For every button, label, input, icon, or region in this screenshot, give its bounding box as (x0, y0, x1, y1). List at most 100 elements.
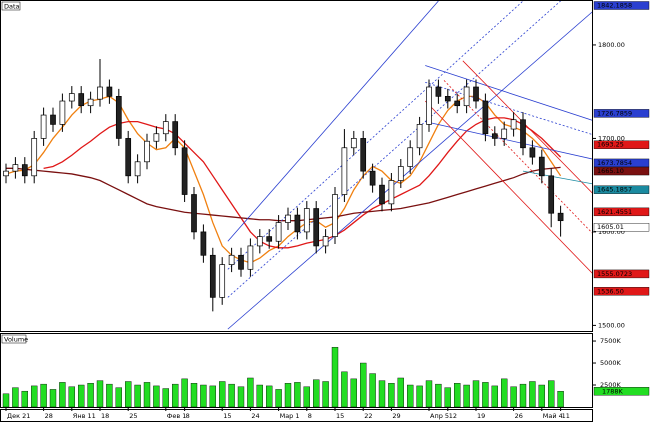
candle-body (416, 124, 423, 149)
candle-body (153, 133, 160, 142)
price-panel (0, 0, 593, 332)
candle-body (78, 93, 85, 107)
x-tick-label: 26 (515, 412, 523, 420)
x-tick-label: Май 4 (543, 412, 563, 420)
candle-body (303, 208, 310, 233)
candle-body (369, 170, 376, 186)
moving-average (6, 166, 561, 222)
candle-body (200, 231, 207, 256)
candle-body (266, 236, 273, 242)
volume-bar (31, 385, 38, 408)
price-label: 1645.1857 (597, 186, 632, 194)
volume-bar (106, 383, 113, 408)
price-label: 1555.0723 (597, 270, 632, 278)
x-tick-label: Апр 5 (430, 412, 449, 420)
volume-bar (538, 384, 545, 408)
volume-bar (266, 385, 273, 408)
candle-body (444, 96, 451, 102)
volume-bar (529, 381, 536, 408)
x-tick-label: Янв 11 (73, 412, 96, 420)
price-label-box (593, 109, 650, 118)
moving-average (43, 117, 562, 249)
candle-body (31, 138, 38, 177)
price-label: 1842.1858 (597, 2, 632, 10)
volume-bar (12, 387, 19, 408)
candle-body (191, 194, 197, 233)
volume-bar (21, 390, 28, 408)
candle-body (115, 96, 122, 139)
volume-bar (294, 382, 301, 408)
price-label: 1621.4551 (597, 208, 632, 216)
x-tick-label: Дек 21 (7, 412, 30, 420)
price-plot (3, 1, 592, 330)
candle-body (12, 164, 19, 172)
volume-bar (2, 393, 10, 408)
chart-title: Data (4, 3, 20, 11)
volume-bar (59, 382, 66, 408)
volume-label-box (593, 387, 650, 396)
x-tick-label: 22 (364, 412, 372, 420)
candle-body (3, 170, 9, 177)
date-axis (0, 409, 593, 422)
candle-body (463, 86, 470, 107)
y-tick-label: 1600.00 (598, 228, 625, 236)
candle-body (473, 86, 479, 102)
volume-bar (143, 382, 151, 408)
y-tick-label: 2500K (600, 381, 622, 389)
y-tick-label: 1700.00 (598, 134, 625, 142)
price-label-box (593, 223, 650, 232)
volume-bar (134, 384, 141, 408)
x-tick-label: 18 (101, 412, 109, 420)
volume-bar (519, 383, 527, 408)
candle-body (388, 180, 395, 205)
x-tick-label: 24 (251, 412, 259, 420)
candle-body (510, 119, 517, 130)
y-tick-label: 1500.00 (598, 321, 625, 329)
candle-body (59, 100, 66, 125)
candle-body (520, 119, 526, 149)
volume-bar (341, 371, 348, 408)
x-tick-label: 25 (129, 412, 137, 420)
candle-body (40, 114, 47, 139)
volume-bar (510, 386, 517, 408)
candle-body (557, 212, 564, 222)
candle-body (106, 86, 113, 97)
candle-body (435, 86, 442, 97)
volume-title-box (1, 334, 27, 344)
price-label: 1536.50 (597, 287, 624, 295)
candle-body (238, 254, 244, 270)
volume-bar (360, 362, 367, 408)
candle-body (379, 184, 385, 205)
trendline (425, 121, 592, 160)
price-label: 1726.7859 (597, 109, 632, 117)
candle-body (275, 222, 282, 242)
price-label: 1665.10 (597, 167, 624, 175)
volume-bar (87, 383, 94, 408)
volume-bar (350, 378, 357, 408)
volume-bar (96, 380, 104, 408)
candle-body (332, 194, 338, 237)
candle-body (247, 245, 254, 270)
candle-body (322, 236, 329, 247)
price-label: 1673.7854 (597, 159, 632, 167)
candle-body (482, 100, 489, 135)
candle-body (529, 147, 536, 158)
candle-body (134, 161, 141, 177)
volume-bar (218, 381, 226, 408)
candle-body (313, 208, 320, 247)
volume-bar (435, 383, 442, 408)
volume-bar (275, 389, 282, 408)
volume-bar (49, 389, 57, 408)
volume-bar (557, 391, 564, 408)
volume-bar (378, 380, 386, 408)
volume-bar (181, 378, 188, 408)
trendline (443, 80, 592, 234)
volume-bar (463, 384, 470, 408)
candle-body (454, 100, 461, 107)
candle-body (360, 138, 367, 172)
volume-bar (548, 380, 555, 408)
volume-bar (40, 383, 47, 408)
volume-bar (68, 386, 76, 408)
volume-bar (115, 387, 123, 408)
volume-bar (237, 386, 245, 408)
